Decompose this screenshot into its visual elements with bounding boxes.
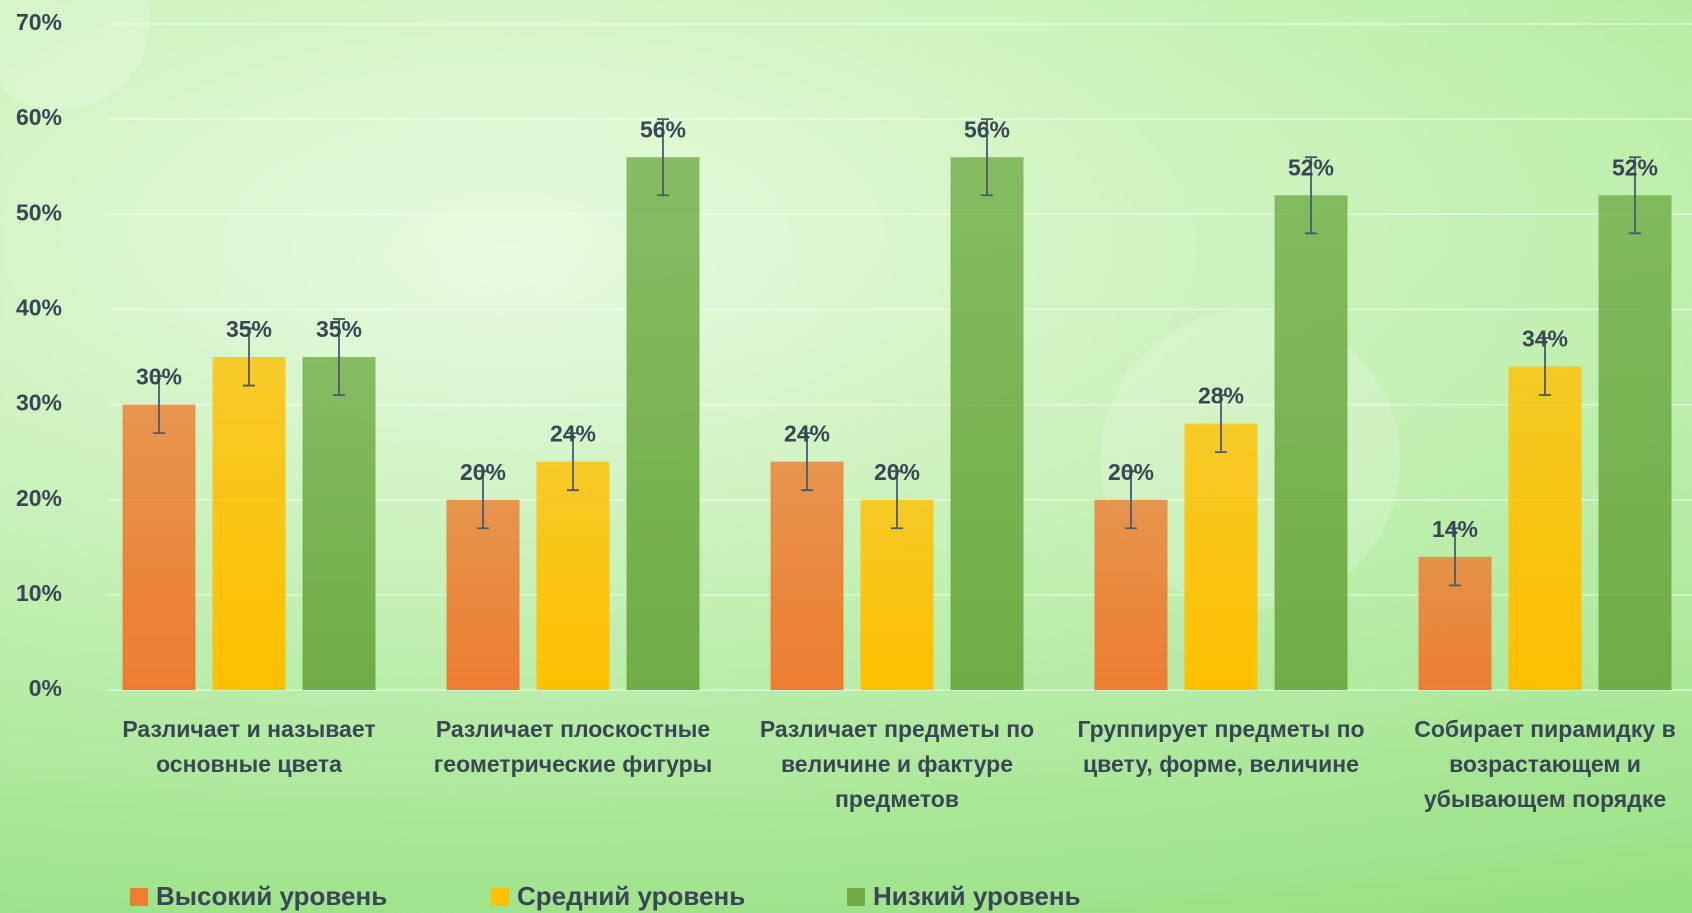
error-bar (1629, 156, 1641, 235)
value-label: 52% (1288, 154, 1334, 180)
bar (860, 499, 934, 690)
error-bar (981, 118, 993, 197)
value-label: 14% (1432, 516, 1478, 542)
bar (1274, 195, 1348, 690)
error-bar (153, 375, 165, 435)
x-tick-label: Различает и называет основные цвета (122, 716, 376, 777)
value-label: 20% (1108, 459, 1154, 485)
error-bar (243, 327, 255, 387)
value-label: 24% (784, 421, 830, 447)
error-bar (1539, 337, 1551, 396)
error-bar (1305, 156, 1317, 235)
bubble-decor (0, 0, 150, 110)
value-label: 35% (316, 316, 362, 342)
error-bar (657, 118, 669, 197)
error-bar (801, 432, 813, 492)
bar (212, 357, 286, 690)
y-tick-label: 20% (16, 485, 62, 511)
error-bar (477, 470, 489, 530)
value-label: 34% (1522, 326, 1568, 352)
x-tick-label: Различает плоскостные геометрические фиг… (433, 716, 713, 777)
y-tick-label: 60% (16, 104, 62, 130)
error-bar (1215, 394, 1227, 454)
value-label: 56% (640, 116, 686, 142)
bar (950, 157, 1024, 690)
value-label: 24% (550, 421, 596, 447)
bar (626, 157, 700, 690)
value-label: 20% (460, 459, 506, 485)
legend-label: Высокий уровень (156, 881, 387, 911)
legend-swatch (491, 888, 509, 906)
value-label: 30% (136, 364, 182, 390)
bar (302, 357, 376, 690)
bar (122, 404, 196, 690)
bar (1094, 499, 1168, 690)
value-label: 52% (1612, 154, 1658, 180)
value-label: 20% (874, 459, 920, 485)
x-tick-label: Группирует предметы по цвету, форме, вел… (1077, 716, 1365, 777)
bar (1598, 195, 1672, 690)
error-bar (567, 432, 579, 492)
value-label: 35% (226, 316, 272, 342)
bar (1184, 423, 1258, 690)
y-tick-label: 70% (16, 9, 62, 35)
error-bar (1125, 470, 1137, 530)
legend-swatch (847, 888, 865, 906)
value-label: 56% (964, 116, 1010, 142)
y-tick-label: 50% (16, 199, 62, 225)
x-tick-label: Собирает пирамидку в возрастающем и убыв… (1414, 716, 1676, 812)
legend-label: Низкий уровень (873, 881, 1081, 911)
y-tick-label: 30% (16, 390, 62, 416)
bar (1508, 366, 1582, 690)
y-tick-label: 0% (29, 675, 62, 701)
x-tick-label: Различает предметы по величине и фактуре… (759, 716, 1035, 812)
bar (770, 461, 844, 690)
bar (446, 499, 520, 690)
error-bar (333, 318, 345, 396)
y-tick-label: 40% (16, 295, 62, 321)
legend-label: Средний уровень (517, 881, 745, 911)
bar (536, 461, 610, 690)
y-tick-label: 10% (16, 580, 62, 606)
value-label: 28% (1198, 383, 1244, 409)
error-bar (1449, 527, 1461, 587)
legend-swatch (130, 888, 148, 906)
error-bar (891, 470, 903, 530)
